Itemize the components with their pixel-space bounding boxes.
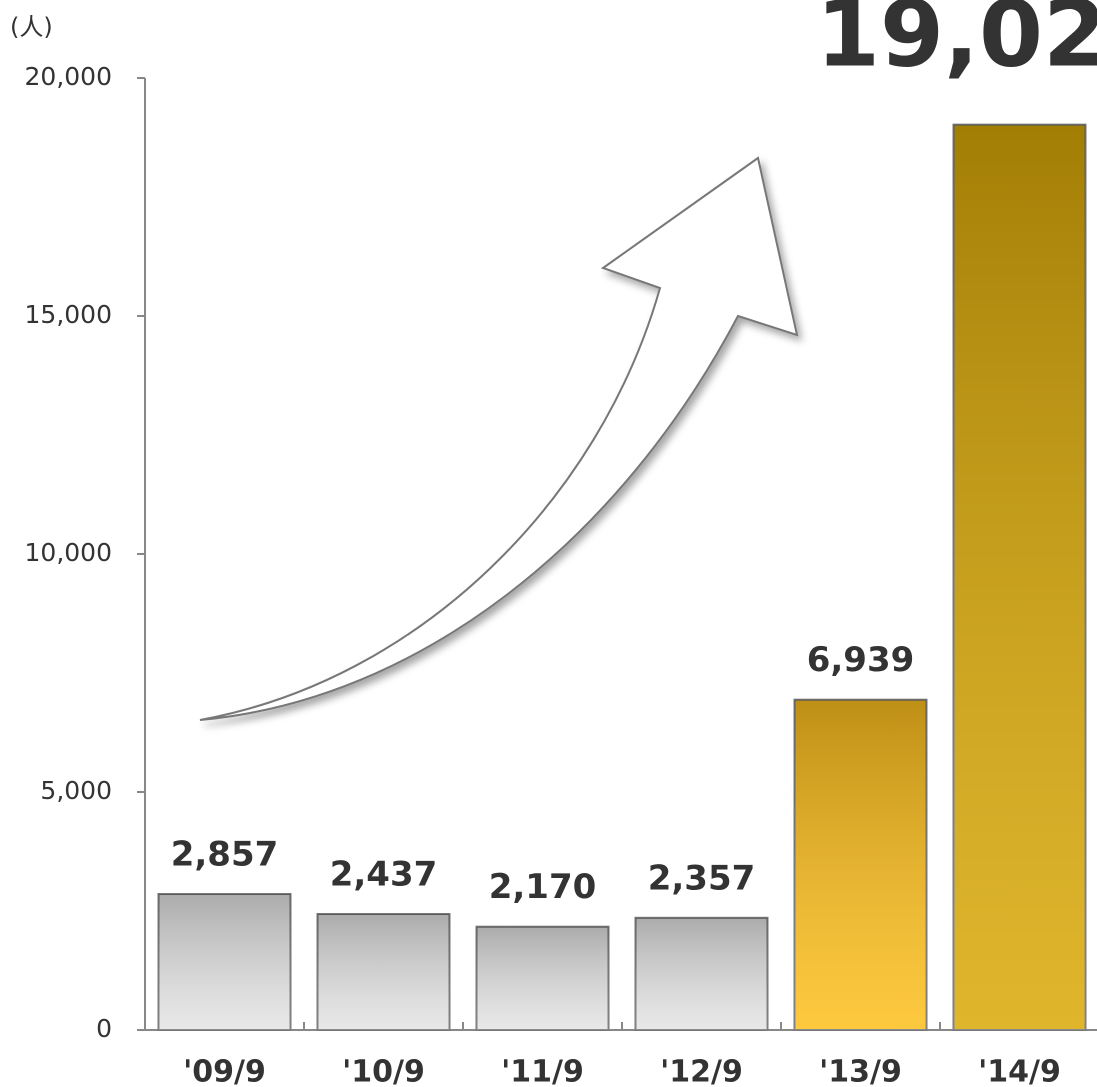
x-tick-label: '09/9 bbox=[183, 1055, 266, 1087]
y-tick-label: 10,000 bbox=[25, 538, 112, 567]
bar-shade bbox=[476, 926, 609, 1030]
bar-shade bbox=[317, 913, 450, 1030]
bar-shade bbox=[635, 917, 768, 1030]
x-tick-label: '14/9 bbox=[978, 1055, 1061, 1087]
bar-shade bbox=[158, 894, 291, 1030]
value-label: 2,857 bbox=[171, 835, 279, 875]
bar-shade bbox=[794, 699, 927, 1030]
value-label: 2,170 bbox=[489, 867, 597, 907]
y-unit-label: (人) bbox=[10, 13, 53, 41]
bar-shade bbox=[953, 124, 1086, 1030]
value-label: 2,357 bbox=[648, 858, 756, 898]
value-label: 2,437 bbox=[330, 854, 438, 894]
y-tick-label: 20,000 bbox=[25, 62, 112, 91]
y-tick-label: 15,000 bbox=[25, 300, 112, 329]
growth-arrow bbox=[199, 156, 799, 721]
value-label: 19,02 bbox=[816, 0, 1097, 87]
x-tick-label: '10/9 bbox=[342, 1055, 425, 1087]
y-tick-label: 5,000 bbox=[40, 776, 112, 805]
x-tick-label: '11/9 bbox=[501, 1055, 584, 1087]
value-label: 6,939 bbox=[807, 640, 915, 680]
x-tick-label: '12/9 bbox=[660, 1055, 743, 1087]
x-tick-label: '13/9 bbox=[819, 1055, 902, 1087]
y-tick-label: 0 bbox=[96, 1014, 112, 1043]
